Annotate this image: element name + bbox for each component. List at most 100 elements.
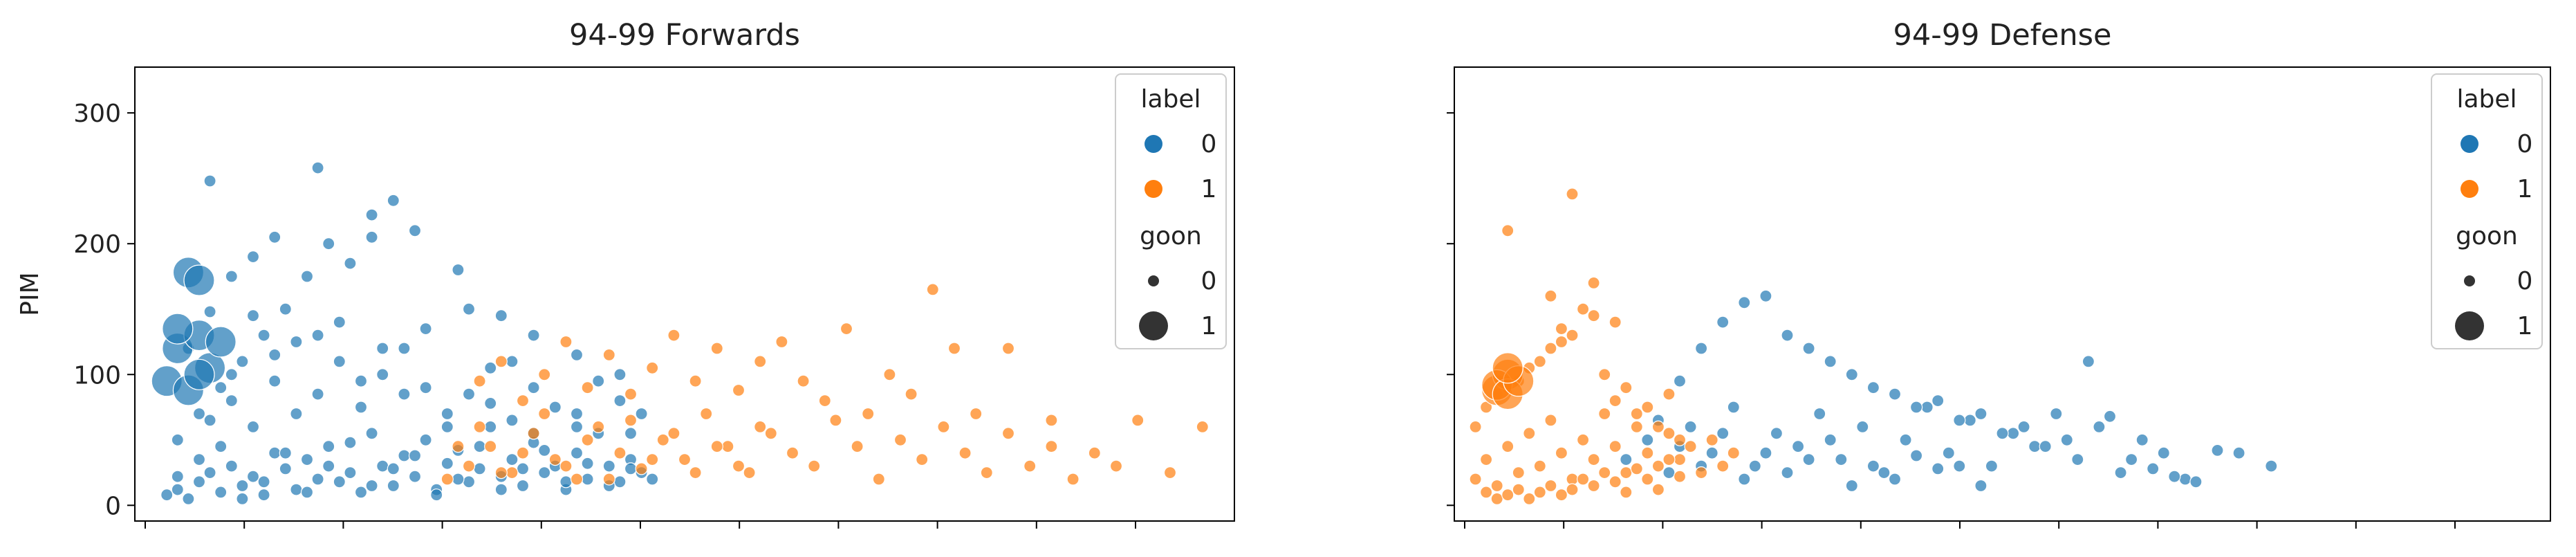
data-point: [333, 355, 346, 368]
data-point: [516, 479, 530, 493]
data-point: [958, 446, 972, 459]
data-point: [300, 486, 314, 499]
data-point: [2178, 473, 2192, 486]
data-point: [365, 427, 378, 440]
data-point: [602, 459, 615, 473]
legend-hue-title: label: [1140, 85, 1201, 113]
data-point: [764, 427, 777, 440]
data-point: [1196, 420, 1209, 434]
data-point: [462, 302, 476, 316]
data-point: [1609, 316, 1622, 329]
data-point: [1738, 296, 1751, 309]
data-point: [581, 433, 594, 446]
data-point: [710, 440, 723, 453]
data-point: [387, 462, 400, 475]
data-point: [257, 488, 270, 502]
data-point: [689, 374, 702, 387]
data-point: [1533, 459, 1546, 473]
data-point: [548, 401, 562, 414]
data-point: [183, 264, 215, 296]
data-point: [527, 329, 540, 342]
data-point: [592, 420, 605, 434]
data-point: [1609, 394, 1622, 408]
data-point: [1845, 479, 1858, 493]
data-point: [538, 466, 551, 480]
data-point: [1673, 453, 1687, 466]
data-point: [1501, 488, 1514, 502]
data-point: [2189, 475, 2203, 488]
data-point: [236, 355, 249, 368]
data-point: [171, 483, 184, 496]
data-point: [775, 335, 788, 349]
data-point: [1598, 466, 1611, 480]
data-point: [333, 316, 346, 329]
data-point: [1045, 414, 1058, 427]
data-point: [300, 453, 314, 466]
data-point: [279, 302, 292, 316]
data-point: [408, 224, 422, 237]
data-point: [1684, 440, 1697, 453]
data-point: [786, 446, 799, 459]
data-point: [667, 427, 680, 440]
data-point: [1974, 479, 1987, 493]
data-point: [754, 420, 767, 434]
data-point: [1759, 446, 1772, 459]
data-point: [732, 459, 745, 473]
data-point: [506, 355, 519, 368]
data-point: [1770, 427, 1783, 440]
data-point: [2071, 453, 2084, 466]
data-point: [419, 322, 432, 336]
legend-swatch: [2461, 135, 2478, 153]
data-point: [1748, 459, 1761, 473]
data-point: [970, 407, 983, 421]
data-point: [214, 440, 228, 453]
data-point: [279, 462, 292, 475]
data-point: [1727, 446, 1740, 459]
data-point: [268, 446, 281, 459]
data-point: [947, 342, 961, 355]
data-point: [700, 407, 713, 421]
data-point: [710, 342, 723, 355]
data-point: [1045, 440, 1058, 453]
data-point: [387, 479, 400, 493]
data-point: [916, 453, 929, 466]
data-point: [1802, 453, 1815, 466]
data-point: [452, 473, 465, 486]
data-point: [311, 473, 324, 486]
data-point: [646, 473, 659, 486]
data-point: [689, 466, 702, 480]
y-tick-label: 100: [73, 361, 121, 390]
data-point: [354, 401, 368, 414]
data-point: [527, 381, 540, 394]
data-point: [192, 453, 206, 466]
data-point: [183, 358, 215, 390]
data-point: [1523, 427, 1536, 440]
data-point: [2135, 433, 2149, 446]
data-point: [1942, 446, 1955, 459]
legend-size-marker: [2455, 311, 2484, 340]
legend-label: 1: [2517, 175, 2533, 203]
legend-label: 0: [1201, 130, 1217, 158]
data-point: [462, 459, 476, 473]
data-point: [441, 473, 454, 486]
data-point: [182, 492, 195, 506]
data-point: [1684, 420, 1697, 434]
data-point: [171, 470, 184, 483]
data-point: [484, 420, 497, 434]
data-point: [1001, 342, 1015, 355]
data-point: [1609, 440, 1622, 453]
data-point: [214, 486, 228, 499]
data-point: [613, 368, 627, 381]
data-point: [548, 453, 562, 466]
chart-title: 94-99 Forwards: [569, 18, 800, 53]
data-point: [484, 440, 497, 453]
data-point: [1673, 433, 1687, 446]
data-point: [2103, 410, 2117, 423]
legend-box: [2431, 73, 2543, 349]
data-point: [344, 466, 357, 480]
data-point: [2028, 440, 2041, 453]
data-point: [1662, 466, 1676, 480]
data-point: [1759, 289, 1772, 302]
